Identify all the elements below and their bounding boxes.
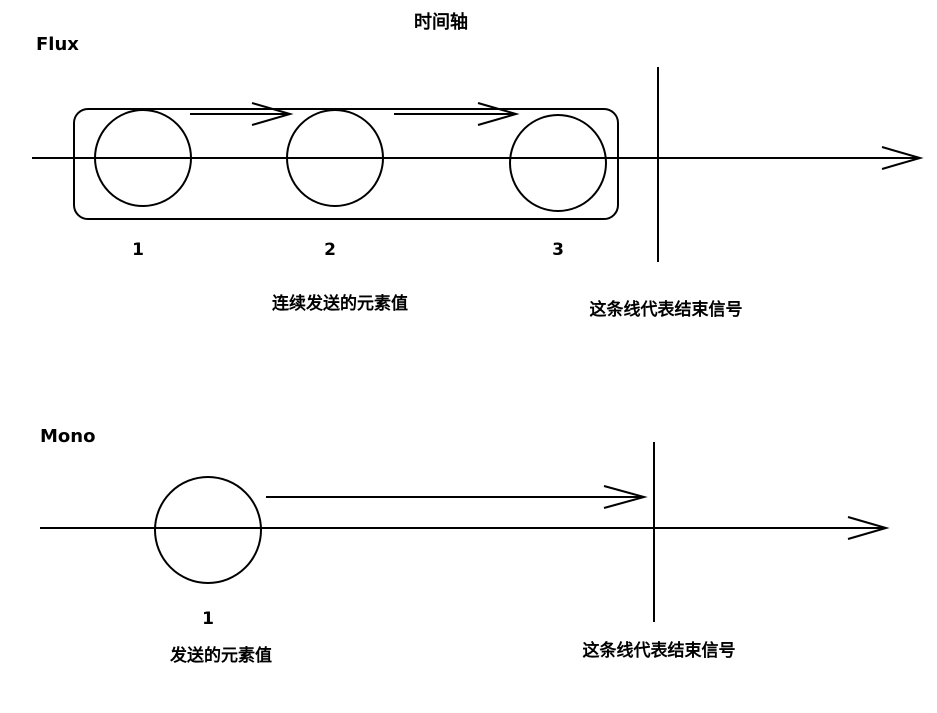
- flux-element-label-1: 1: [132, 240, 144, 260]
- flux-end-caption: 这条线代表结束信号: [590, 299, 743, 320]
- flux-elements-caption: 连续发送的元素值: [272, 293, 408, 314]
- flux-section: Flux 1 2 3 连续发送的元素值 这条线代表结束信号: [32, 34, 924, 320]
- diagram-title: 时间轴: [414, 11, 468, 33]
- flux-arrowhead-1-to-2: [251, 102, 294, 126]
- mono-element-label-1: 1: [202, 609, 214, 629]
- mono-element-1: [154, 476, 262, 584]
- mono-end-caption: 这条线代表结束信号: [583, 640, 736, 661]
- flux-elements-box: [73, 108, 619, 220]
- flux-element-label-2: 2: [324, 240, 336, 260]
- flux-element-3: [509, 114, 607, 212]
- mono-section: Mono 1 发送的元素值 这条线代表结束信号: [40, 426, 890, 666]
- mono-axis-arrowhead: [847, 516, 890, 540]
- flux-label: Flux: [36, 34, 79, 55]
- mono-label: Mono: [40, 426, 95, 447]
- flux-element-1: [94, 109, 192, 207]
- flux-element-label-3: 3: [552, 240, 564, 260]
- mono-arrowhead-to-end: [603, 485, 648, 509]
- mono-elements-caption: 发送的元素值: [169, 645, 272, 666]
- flux-arrowhead-2-to-3: [477, 102, 520, 126]
- flux-axis-arrowhead: [881, 146, 924, 170]
- flux-element-2: [286, 109, 384, 207]
